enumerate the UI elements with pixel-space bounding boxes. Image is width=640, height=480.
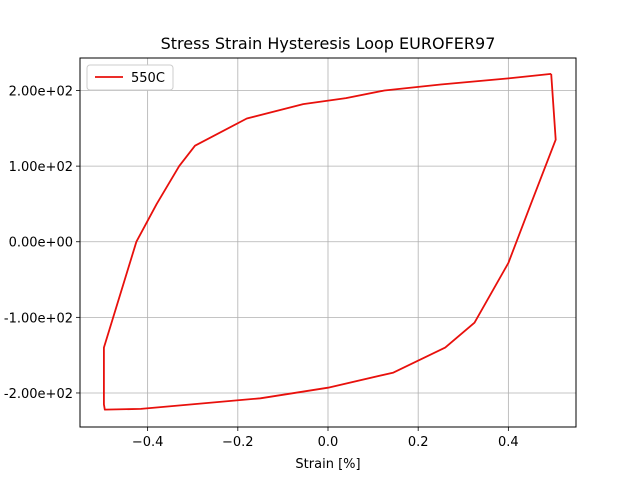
- series-line-550c: [103, 73, 557, 411]
- grid-lines: [80, 58, 576, 427]
- legend: 550C: [86, 64, 174, 91]
- y-tick-label: -1.00e+02: [4, 311, 73, 326]
- x-axis-title: Strain [%]: [295, 457, 360, 472]
- y-tick-label: 1.00e+02: [9, 160, 73, 175]
- legend-box: [86, 64, 174, 91]
- series-layer: [103, 73, 557, 411]
- x-tick-label: −0.4: [132, 435, 164, 450]
- y-tick-label: 0.00e+00: [9, 236, 73, 251]
- x-tick-label: −0.2: [222, 435, 254, 450]
- y-tick-label: 2.00e+02: [9, 85, 73, 100]
- x-tick-label: 0.2: [408, 435, 429, 450]
- x-tick-label: 0.4: [498, 435, 519, 450]
- legend-label: 550C: [131, 71, 165, 86]
- chart-title: Stress Strain Hysteresis Loop EUROFER97: [161, 34, 496, 53]
- tick-layer: −0.4 −0.2 0.0 0.2 0.4 -2.00e+02 -1.00e+02 0.00e…: [4, 85, 519, 450]
- y-tick-label: -2.00e+02: [4, 387, 73, 402]
- x-tick-label: 0.0: [318, 435, 339, 450]
